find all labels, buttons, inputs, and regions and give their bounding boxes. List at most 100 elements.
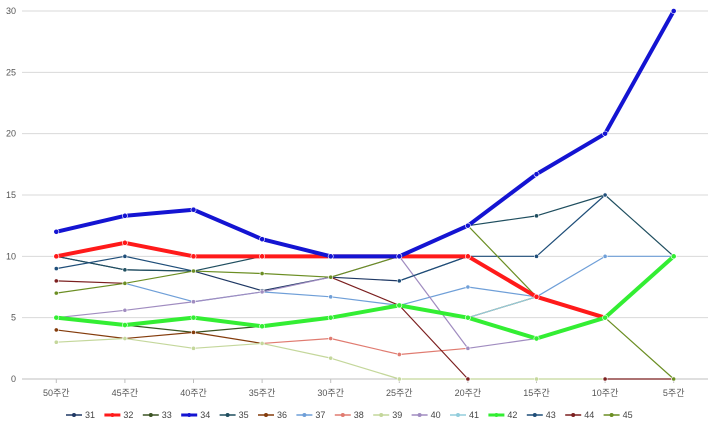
legend-label: 31: [85, 410, 95, 420]
legend-label: 32: [123, 410, 133, 420]
legend-marker: [264, 413, 268, 417]
series-lines: [53, 8, 677, 382]
legend-label: 39: [392, 410, 402, 420]
data-point: [327, 314, 334, 321]
series-line: [467, 296, 538, 319]
legend-item-39: 39: [373, 410, 402, 420]
data-point: [122, 307, 128, 313]
legend-label: 44: [584, 410, 594, 420]
data-point: [122, 267, 128, 273]
y-tick-label: 10: [6, 251, 16, 261]
legend-label: 38: [354, 410, 364, 420]
series-34: [53, 8, 677, 260]
data-point: [259, 253, 265, 260]
legend-label: 42: [507, 410, 517, 420]
data-point: [533, 171, 540, 178]
y-tick-label: 0: [11, 374, 16, 384]
data-point: [602, 130, 608, 137]
legend-label: 41: [469, 410, 479, 420]
data-point: [534, 253, 539, 259]
legend-marker: [417, 413, 422, 417]
x-tick-label: 25주간: [386, 388, 413, 398]
series-line: [55, 194, 675, 272]
legend-item-31: 31: [66, 410, 95, 420]
series-line: [261, 337, 469, 356]
series-38: [259, 336, 471, 357]
legend-marker: [609, 413, 614, 417]
data-point: [534, 213, 539, 219]
data-point: [259, 271, 265, 276]
data-point: [327, 253, 334, 260]
legend-item-40: 40: [411, 410, 441, 420]
legend-marker: [494, 413, 499, 417]
data-point: [396, 302, 403, 309]
legend-label: 43: [546, 410, 556, 420]
y-tick-label: 25: [6, 67, 16, 77]
data-point: [671, 376, 677, 382]
data-point: [465, 376, 471, 382]
data-point: [328, 336, 334, 341]
data-point: [328, 274, 334, 280]
data-point: [122, 253, 128, 259]
data-point: [190, 314, 197, 321]
legend-item-44: 44: [565, 410, 594, 420]
y-tick-label: 15: [6, 190, 16, 200]
data-point: [53, 253, 60, 260]
legend-item-42: 42: [488, 410, 517, 420]
data-point: [259, 323, 265, 330]
series-39: [53, 336, 608, 382]
data-point: [191, 329, 196, 335]
legend-label: 34: [200, 410, 210, 420]
series-line: [398, 194, 606, 282]
series-44: [53, 274, 677, 382]
data-point: [259, 236, 265, 243]
data-point: [122, 239, 128, 246]
y-tick-label: 5: [11, 313, 16, 323]
data-point: [602, 192, 608, 198]
legend-marker: [302, 413, 307, 417]
legend-label: 37: [315, 410, 325, 420]
x-tick-label: 30주간: [317, 388, 344, 398]
y-tick-label: 20: [6, 129, 16, 139]
data-point: [53, 278, 59, 284]
data-point: [464, 222, 471, 229]
data-point: [53, 327, 59, 333]
series-41: [465, 294, 539, 321]
x-tick-label: 35주간: [249, 388, 276, 398]
x-tick-label: 45주간: [112, 388, 139, 398]
data-point: [670, 8, 677, 14]
x-tick-label: 20주간: [455, 388, 482, 398]
legend-label: 40: [431, 410, 441, 420]
x-tick-label: 5주간: [663, 388, 685, 398]
data-point: [396, 352, 402, 357]
series-43: [53, 192, 608, 284]
legend-marker: [72, 413, 76, 417]
legend-item-45: 45: [603, 410, 633, 420]
series-line: [55, 280, 126, 284]
x-tick-label: 50주간: [43, 388, 70, 398]
data-point: [328, 355, 334, 361]
series-line: [54, 9, 676, 259]
legend-marker: [225, 413, 230, 417]
legend-marker: [379, 413, 384, 417]
legend-label: 45: [623, 410, 633, 420]
data-point: [602, 253, 608, 259]
data-point: [53, 228, 60, 235]
data-point: [602, 376, 608, 382]
data-point: [396, 376, 402, 382]
legend-label: 35: [239, 410, 249, 420]
data-point: [534, 376, 539, 382]
x-tick-label: 10주간: [592, 388, 619, 398]
data-point: [464, 253, 471, 260]
legend-item-32: 32: [104, 410, 133, 420]
data-point: [602, 314, 608, 321]
data-point: [53, 266, 59, 271]
data-point: [259, 289, 265, 295]
data-point: [191, 299, 196, 305]
data-point: [122, 322, 128, 328]
x-tick-label: 40주간: [180, 388, 207, 398]
legend-label: 33: [162, 410, 172, 420]
legend: 31 32 33 34 35 36 37 38 39 40 41 42 43 44 45: [66, 410, 633, 420]
data-point: [53, 290, 59, 296]
data-point: [328, 294, 334, 300]
